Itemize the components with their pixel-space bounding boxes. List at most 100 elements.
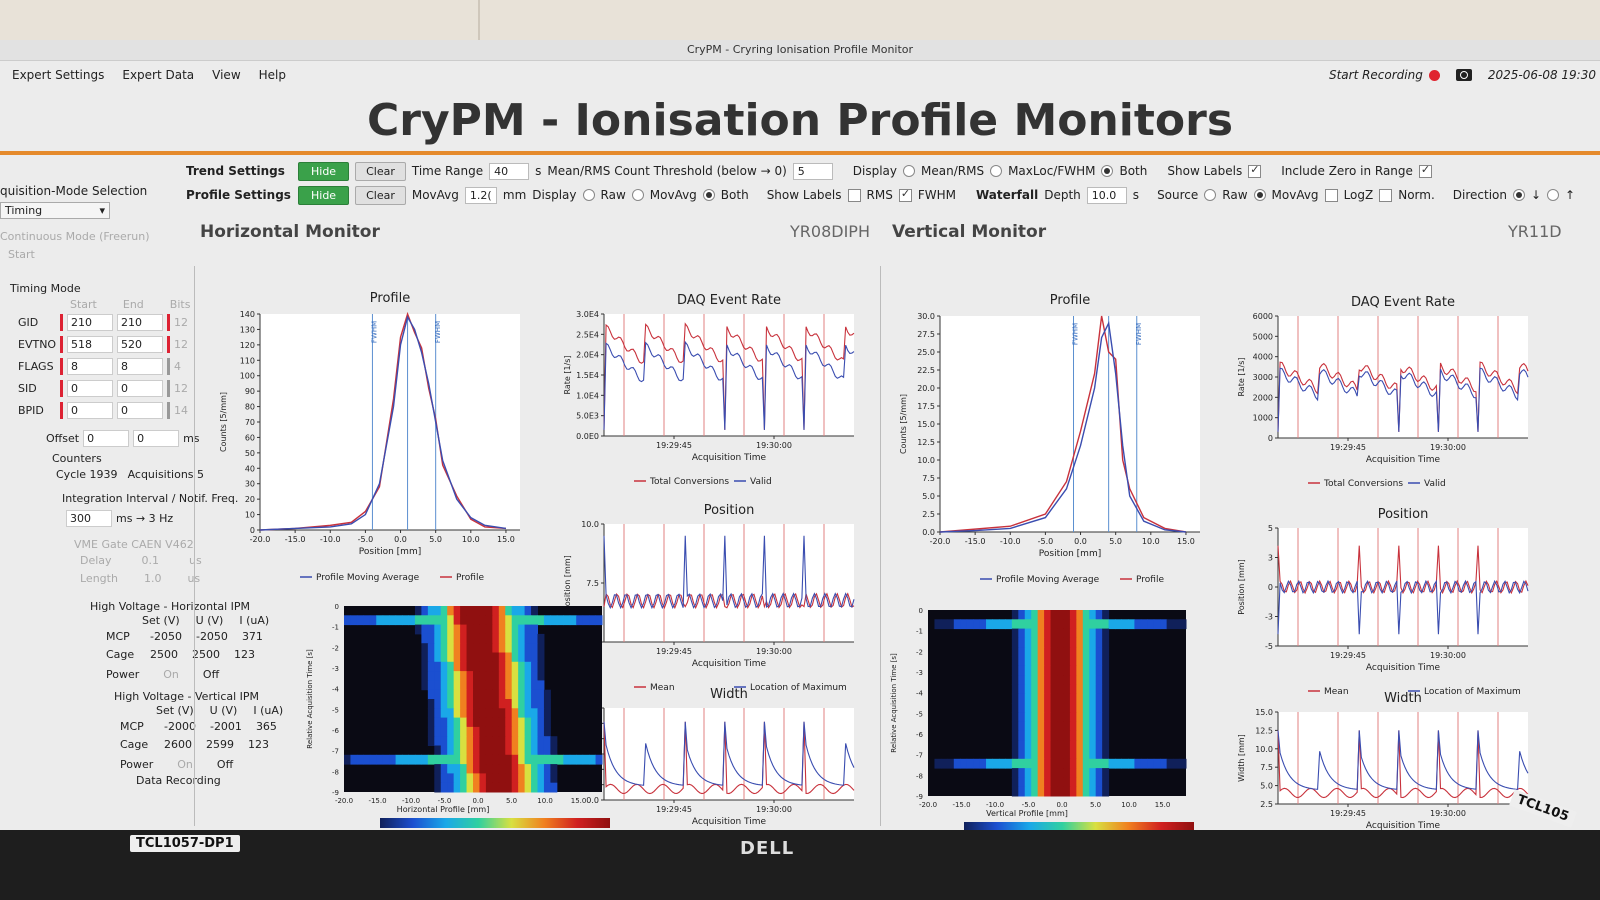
- power-off-button[interactable]: Off: [216, 758, 234, 771]
- profile-hide-button[interactable]: Hide: [298, 185, 350, 205]
- power-off-button[interactable]: Off: [202, 668, 220, 681]
- timing-bits: 14: [174, 404, 188, 417]
- heatmap-cell: [1018, 768, 1026, 778]
- power-on-button[interactable]: On: [163, 668, 179, 681]
- depth-input[interactable]: 10.0: [1086, 186, 1127, 204]
- acq-mode-dropdown[interactable]: Timing ▾: [0, 202, 110, 219]
- heatmap-cell: [511, 689, 519, 700]
- trend-hide-button[interactable]: Hide: [298, 161, 350, 181]
- integration-input[interactable]: 300: [66, 510, 112, 527]
- y-tick-label: -3: [1265, 613, 1273, 622]
- heatmap-cell: [518, 624, 526, 635]
- radio-source-movavg[interactable]: [1253, 189, 1266, 201]
- heatmap-cell: [440, 643, 448, 653]
- threshold-input[interactable]: 5: [792, 162, 833, 180]
- profile-show-labels-label: Show Labels: [766, 188, 842, 202]
- radio-mean-rms[interactable]: [903, 165, 916, 177]
- y-tick-label: 30: [245, 480, 255, 489]
- timing-start-input[interactable]: 210: [67, 314, 113, 331]
- trend-settings-row: Trend Settings Hide Clear Time Range 40 …: [186, 159, 1432, 183]
- heatmap-cell: [1082, 703, 1090, 713]
- radio-source-raw[interactable]: [1204, 189, 1217, 201]
- timing-start-input[interactable]: 0: [67, 380, 113, 397]
- menu-view[interactable]: View: [212, 68, 241, 82]
- heatmap-cell: [1031, 712, 1039, 723]
- camera-icon[interactable]: [1455, 69, 1472, 81]
- direction-up-icon: ↑: [1565, 188, 1576, 202]
- power-on-button[interactable]: On: [177, 758, 193, 771]
- hv-set-value[interactable]: -2000: [164, 720, 196, 733]
- plot-area: [1278, 316, 1528, 438]
- heatmap-cell: [1037, 637, 1045, 648]
- hv-power-row: Power On Off: [120, 758, 233, 771]
- heatmap-cell: [492, 689, 500, 700]
- heatmap-cell: [1063, 693, 1071, 704]
- start-recording-button[interactable]: Start Recording: [1329, 68, 1440, 82]
- radio-direction-up[interactable]: [1547, 189, 1560, 201]
- heatmap-cell: [550, 754, 558, 765]
- heatmap-cell: [511, 671, 519, 681]
- timing-end-input[interactable]: 210: [117, 314, 163, 331]
- time-range-input[interactable]: 40: [489, 162, 530, 180]
- heatmap-cell: [1076, 786, 1084, 797]
- heatmap-cell: [998, 619, 1006, 630]
- delay-value[interactable]: 0.1: [141, 554, 160, 567]
- timing-start-input[interactable]: 518: [67, 336, 113, 353]
- direction-label: Direction: [1452, 188, 1507, 202]
- timing-start-input[interactable]: 8: [67, 358, 113, 375]
- radio-profile-both[interactable]: [702, 189, 715, 201]
- app-window: CryPM - Cryring Ionisation Profile Monit…: [0, 40, 1600, 830]
- timing-end-input[interactable]: 520: [117, 336, 163, 353]
- menu-expert-settings[interactable]: Expert Settings: [12, 68, 105, 82]
- movavg-label: MovAvg: [411, 188, 459, 202]
- timing-start-input[interactable]: 0: [67, 402, 113, 419]
- hv-col-headers: Set (V) U (V) I (uA): [142, 614, 269, 627]
- x-tick-label: -20.0: [919, 801, 937, 809]
- heatmap-cell: [479, 717, 487, 728]
- timing-end-input[interactable]: 0: [117, 402, 163, 419]
- heatmap-cell: [505, 643, 513, 653]
- rms-checkbox[interactable]: [847, 188, 861, 202]
- menu-expert-data[interactable]: Expert Data: [122, 68, 195, 82]
- heatmap-cell: [402, 754, 409, 765]
- heatmap-cell: [498, 671, 506, 681]
- trend-clear-button[interactable]: Clear: [355, 161, 406, 181]
- heatmap-cell: [473, 671, 480, 681]
- heatmap-cell: [1102, 656, 1110, 667]
- profile-clear-button[interactable]: Clear: [355, 185, 406, 205]
- offset-end-input[interactable]: 0: [133, 430, 180, 447]
- radio-raw[interactable]: [582, 189, 595, 201]
- radio-movavg[interactable]: [631, 189, 644, 201]
- x-axis-label: Acquisition Time: [1366, 455, 1441, 465]
- heatmap-cell: [1076, 628, 1084, 639]
- heatmap-cell: [1069, 786, 1077, 797]
- start-button[interactable]: Start: [8, 248, 35, 261]
- norm-checkbox[interactable]: [1379, 188, 1393, 202]
- heatmap-cell: [1044, 730, 1052, 741]
- logz-checkbox[interactable]: [1324, 188, 1338, 202]
- timing-end-input[interactable]: 0: [117, 380, 163, 397]
- hv-set-value[interactable]: -2050: [150, 630, 182, 643]
- heatmap-cell: [421, 643, 429, 653]
- heatmap-cell: [1134, 619, 1142, 630]
- trend-show-labels-checkbox[interactable]: [1248, 163, 1262, 178]
- radio-maxloc-fwhm[interactable]: [990, 165, 1003, 177]
- radio-direction-down[interactable]: [1512, 189, 1525, 201]
- offset-start-input[interactable]: 0: [83, 430, 130, 447]
- include-zero-checkbox[interactable]: [1418, 163, 1432, 178]
- timing-end-input[interactable]: 8: [117, 358, 163, 375]
- y-tick-label: -9: [916, 793, 923, 801]
- hv-set-value[interactable]: 2600: [164, 738, 192, 751]
- radio-trend-both[interactable]: [1101, 165, 1114, 177]
- x-tick-label: 0.0: [472, 797, 483, 805]
- heatmap-cell: [466, 615, 474, 626]
- hv-set-value[interactable]: 2500: [150, 648, 178, 661]
- heatmap-cell: [1102, 637, 1110, 648]
- fwhm-checkbox[interactable]: [898, 187, 912, 202]
- plot-area: [940, 316, 1200, 532]
- menu-help[interactable]: Help: [258, 68, 286, 82]
- length-value[interactable]: 1.0: [143, 572, 162, 585]
- trend-settings-label: Trend Settings: [186, 164, 285, 178]
- legend-label: Profile: [1136, 575, 1164, 585]
- movavg-input[interactable]: 1.2(: [464, 186, 497, 204]
